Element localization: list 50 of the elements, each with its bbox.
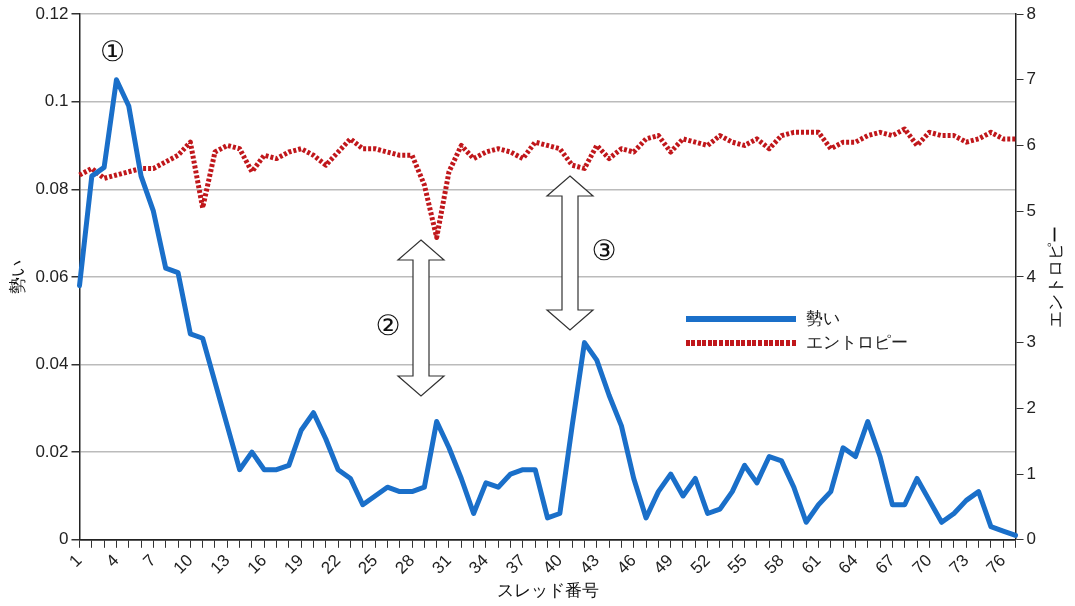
x-tick-label: 43 <box>576 550 603 578</box>
y-tick-label: 0.02 <box>35 441 69 461</box>
y-tick-label: 0.06 <box>35 266 69 286</box>
x-tick-label: 37 <box>502 550 530 578</box>
x-tick-label: 7 <box>139 550 160 571</box>
y2-tick-label: 6 <box>1026 135 1037 155</box>
x-tick-label: 64 <box>834 550 862 578</box>
legend-label: 勢い <box>805 307 840 331</box>
y-axis-title: 勢い <box>6 259 27 294</box>
x-tick-label: 19 <box>280 550 308 578</box>
x-tick-label: 61 <box>797 550 825 578</box>
x-tick-label: 31 <box>428 550 456 578</box>
y2-axis-title: エントロピー <box>1045 225 1066 328</box>
x-tick-label: 55 <box>723 550 751 578</box>
x-tick-label: 10 <box>169 550 197 578</box>
x-tick-label: 58 <box>760 550 788 578</box>
x-tick-label: 67 <box>871 550 899 578</box>
x-tick-label: 49 <box>650 550 677 578</box>
x-tick-label: 70 <box>908 550 936 578</box>
y2-tick-label: 4 <box>1026 266 1037 286</box>
y2-tick-label: 2 <box>1026 398 1037 418</box>
x-tick-label: 76 <box>982 550 1010 578</box>
x-tick-label: 52 <box>686 550 714 578</box>
y-tick-label: 0 <box>59 529 69 549</box>
x-tick-label: 28 <box>391 550 419 578</box>
x-axis-title: スレッド番号 <box>496 580 599 601</box>
y2-tick-label: 7 <box>1026 69 1037 89</box>
legend-label: エントロピー <box>805 331 908 355</box>
x-tick-label: 46 <box>613 550 640 578</box>
x-tick-label: 40 <box>539 550 566 578</box>
y2-tick-label: 8 <box>1026 3 1037 23</box>
y-tick-label: 0.1 <box>44 91 69 111</box>
y-tick-label: 0.08 <box>35 178 69 198</box>
x-tick-label: 13 <box>206 550 234 578</box>
x-tick-label: 73 <box>945 550 973 578</box>
y2-tick-label: 0 <box>1026 529 1037 549</box>
y2-tick-label: 1 <box>1026 463 1037 483</box>
annotation: ② <box>375 309 401 343</box>
annotation: ① <box>99 35 125 69</box>
y-tick-label: 0.12 <box>35 3 69 23</box>
x-tick-label: 16 <box>243 550 271 578</box>
y2-tick-label: 5 <box>1026 200 1037 220</box>
x-tick-label: 1 <box>65 550 86 571</box>
x-tick-label: 4 <box>102 550 123 571</box>
y-tick-label: 0.04 <box>35 354 69 374</box>
x-tick-label: 25 <box>354 550 382 578</box>
x-tick-label: 34 <box>465 550 493 578</box>
annotation: ③ <box>591 234 617 268</box>
y2-tick-label: 3 <box>1026 332 1037 352</box>
x-tick-label: 22 <box>317 550 345 578</box>
